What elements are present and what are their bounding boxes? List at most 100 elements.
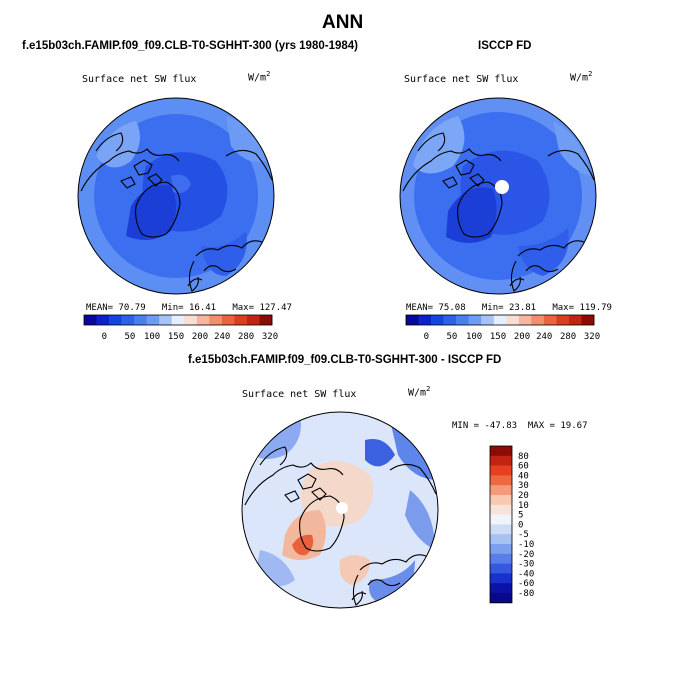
colorbar-tick-label: 280 <box>560 332 576 342</box>
greenland-strong-positive <box>292 534 314 556</box>
map-outline <box>399 97 597 295</box>
colorbar-frame <box>489 445 513 604</box>
colorbar-swatch <box>490 553 512 564</box>
coast-canadian-archipelago <box>442 159 485 189</box>
colorbar-tick-label: 200 <box>514 332 530 342</box>
coastlines <box>244 446 437 606</box>
colorbar-swatch <box>490 485 512 496</box>
coast-canadian-archipelago <box>284 473 327 503</box>
colorbar-tick-label: 0 <box>424 332 429 342</box>
colorbar-tick-label: 0 <box>518 520 523 530</box>
colorbar-tick-label: 320 <box>262 332 278 342</box>
colorbar-tick-label: 240 <box>536 332 552 342</box>
eurasia-positive-patch <box>339 555 370 585</box>
colorbar-swatch <box>531 315 545 325</box>
colorbar-swatch <box>418 315 432 325</box>
colorbar-swatch <box>134 315 147 325</box>
colorbar-tick-label: 150 <box>490 332 506 342</box>
coast-scandinavia <box>352 574 363 606</box>
coast-greenland <box>135 181 181 238</box>
colorbar-tick-label: 150 <box>168 332 184 342</box>
colorbar-tick-label: 30 <box>518 481 529 491</box>
colorbar-tick-label: 100 <box>144 332 160 342</box>
colorbar-swatch <box>490 563 512 574</box>
coast-canadian-archipelago <box>120 159 163 189</box>
coast-greenland <box>299 495 345 552</box>
colorbar-swatch <box>456 315 469 325</box>
map-outline <box>77 97 275 295</box>
colorbar-tick-label: -10 <box>518 540 534 550</box>
colorbar-swatch <box>490 465 512 476</box>
coast-alaska <box>95 132 124 152</box>
siberia-negative-patch <box>365 439 395 467</box>
coast-alaska <box>417 132 446 152</box>
coast-eurasia <box>187 240 263 287</box>
colorbar-swatch <box>490 593 512 604</box>
right-panel-header: ISCCP FD <box>478 40 532 52</box>
coast-scandinavia <box>510 260 521 292</box>
eurasia-negative-patch <box>390 420 438 480</box>
colorbar-swatch <box>246 315 260 325</box>
pacific-patch <box>226 116 266 162</box>
colorbar-swatch <box>490 524 512 535</box>
left-map-title: Surface net SW flux <box>82 74 197 85</box>
colorbar-swatch <box>490 544 512 555</box>
colorbar-swatch <box>493 315 507 325</box>
pacific-patch <box>553 121 591 176</box>
coast-alaska <box>259 446 288 466</box>
colorbar-swatch <box>184 315 198 325</box>
colorbar-tick-label: -5 <box>518 530 529 540</box>
left-panel-header: f.e15b03ch.FAMIP.f09_f09.CLB-T0-SGHHT-30… <box>22 40 358 52</box>
north-atlantic-patch <box>96 121 140 168</box>
colorbar-tick-label: 320 <box>584 332 600 342</box>
diff-panel-header: f.e15b03ch.FAMIP.f09_f09.CLB-T0-SGHHT-30… <box>188 354 502 366</box>
colorbar-swatch <box>506 315 520 325</box>
right-colorbar: 0 50 100 150 200 240 280 320 <box>405 314 600 342</box>
colorbar-swatch <box>481 315 495 325</box>
right-map-title: Surface net SW flux <box>404 74 519 85</box>
pole-hole <box>336 502 348 514</box>
left-stats: MEAN= 70.79 Min= 16.41 Max= 127.47 <box>86 303 292 313</box>
colorbar-tick-label: 20 <box>518 491 529 501</box>
colorbar-swatch <box>443 315 457 325</box>
map-outline <box>241 411 439 609</box>
colorbar-swatch <box>490 455 512 466</box>
colorbar-swatch <box>490 446 512 457</box>
colorbar-tick-label: -20 <box>518 550 534 560</box>
coast-siberia <box>389 463 437 495</box>
coastlines <box>80 132 273 292</box>
colorbar-frame <box>83 314 273 326</box>
colorbar-tick-label: 100 <box>466 332 482 342</box>
colorbar-tick-label: 40 <box>518 471 529 481</box>
coast-siberia <box>225 149 273 181</box>
colorbar-swatch <box>171 315 185 325</box>
north-atlantic-patch <box>413 116 465 174</box>
colorbar-swatch <box>109 315 122 325</box>
colorbar-tick-label: 280 <box>238 332 254 342</box>
colorbar-swatch <box>490 495 512 506</box>
colorbar-swatch <box>490 504 512 515</box>
right-polar-map <box>399 97 597 295</box>
diff-stats: MIN = -47.83 MAX = 19.67 <box>452 421 588 431</box>
coast-north-america <box>402 148 502 192</box>
colorbar-frame <box>405 314 595 326</box>
coast-eurasia <box>351 554 427 601</box>
right-units: W/m2 <box>570 70 593 84</box>
colorbar-tick-label: 80 <box>518 452 529 462</box>
coast-north-america <box>244 462 344 506</box>
diff-units: W/m2 <box>408 385 431 399</box>
colorbar-swatch <box>490 573 512 584</box>
colorbar-tick-label: -80 <box>518 589 534 599</box>
colorbar-swatch <box>121 315 135 325</box>
colorbar-tick-label: 0 <box>102 332 107 342</box>
colorbar-swatch <box>490 534 512 545</box>
colorbar-tick-label: 50 <box>124 332 135 342</box>
colorbar-tick-label: -30 <box>518 560 534 570</box>
left-units: W/m2 <box>248 70 271 84</box>
colorbar-swatch <box>490 514 512 525</box>
sea-ice-patch <box>171 174 191 193</box>
left-polar-map <box>77 97 275 295</box>
colorbar-tick-label: -60 <box>518 579 534 589</box>
colorbar-swatch <box>234 315 248 325</box>
colorbar-swatch <box>490 583 512 594</box>
